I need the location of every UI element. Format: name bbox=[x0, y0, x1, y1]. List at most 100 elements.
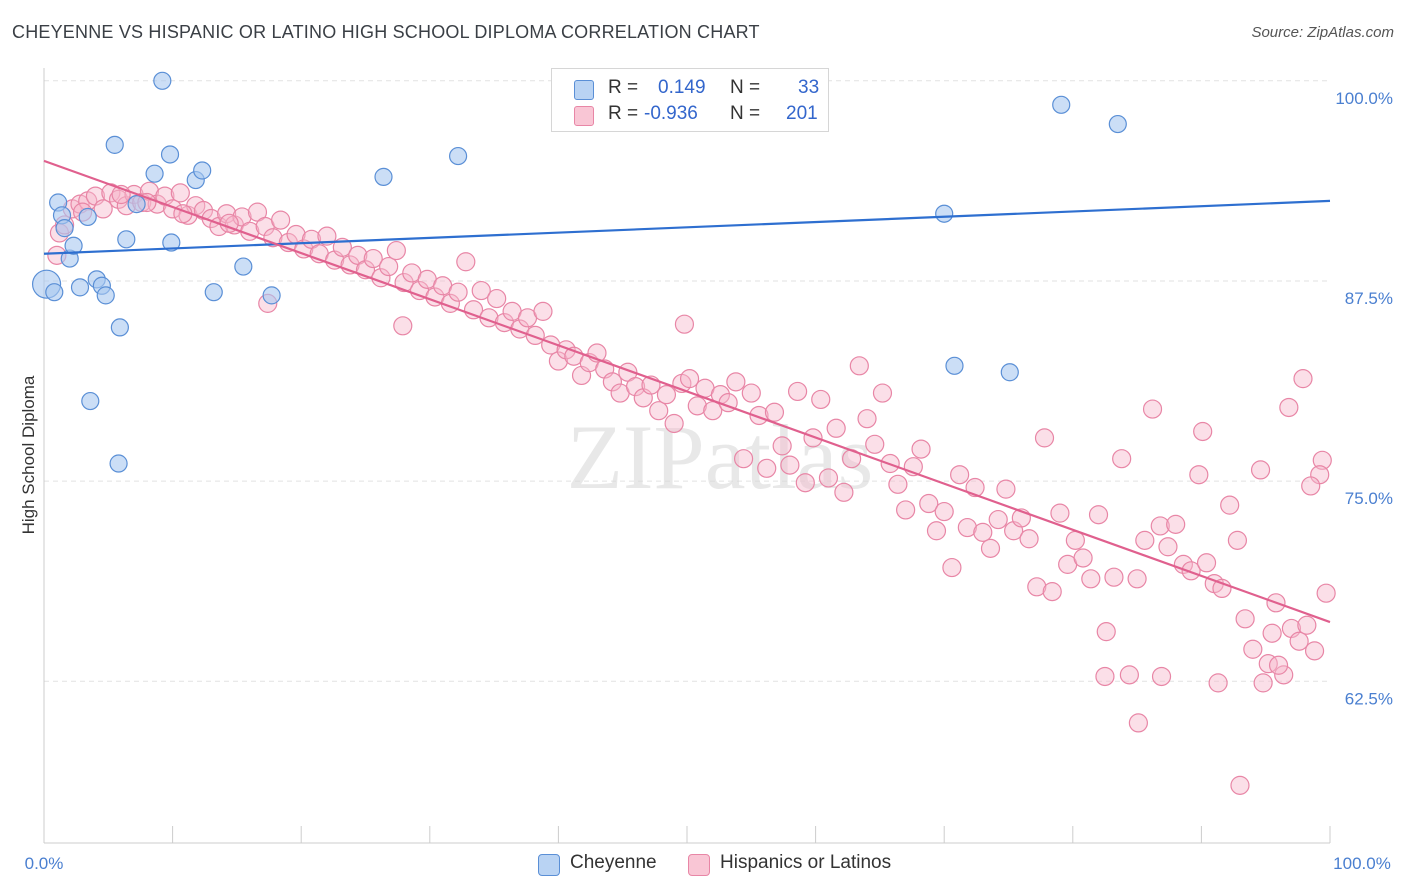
hispanic-point bbox=[1312, 450, 1332, 470]
n-value-cheyenne: 33 bbox=[798, 77, 820, 98]
cheyenne-point bbox=[935, 204, 954, 223]
hispanic-point bbox=[363, 248, 383, 269]
y-tick-label: 87.5% bbox=[1345, 289, 1393, 308]
y-tick-label: 75.0% bbox=[1345, 489, 1393, 508]
hispanic-point bbox=[1208, 673, 1228, 693]
cheyenne-point bbox=[55, 219, 74, 238]
cheyenne-legend-label: Cheyenne bbox=[570, 852, 657, 873]
hispanic-point bbox=[386, 240, 406, 261]
r-label: R = bbox=[608, 77, 639, 98]
hispanic-point bbox=[1189, 465, 1209, 485]
hispanic-point bbox=[193, 200, 214, 221]
hispanic-point bbox=[1150, 516, 1170, 536]
hispanic-point bbox=[757, 458, 777, 478]
hispanic-point bbox=[911, 439, 931, 459]
hispanic-point bbox=[471, 280, 491, 301]
hispanic-point bbox=[393, 316, 413, 336]
hispanic-point bbox=[548, 351, 569, 371]
hispanic-points bbox=[47, 181, 1336, 795]
hispanic-point bbox=[934, 501, 954, 522]
cheyenne-point bbox=[234, 257, 253, 276]
hispanic-point bbox=[1193, 421, 1213, 442]
hispanic-point bbox=[1279, 397, 1299, 418]
hispanic-point bbox=[733, 449, 754, 469]
trend-lines bbox=[43, 159, 1331, 624]
cheyenne-swatch bbox=[574, 80, 594, 100]
hispanic-point bbox=[379, 256, 399, 277]
hispanic-point bbox=[525, 325, 545, 346]
watermark: ZIPatlas bbox=[567, 406, 874, 508]
cheyenne-point bbox=[96, 286, 115, 305]
hispanic-point bbox=[795, 473, 815, 493]
hispanic-point bbox=[1073, 548, 1093, 568]
cheyenne-point bbox=[78, 207, 97, 227]
hispanic-point bbox=[926, 521, 947, 541]
hispanic-legend-swatch bbox=[688, 854, 710, 876]
hispanic-point bbox=[872, 383, 893, 403]
hispanic-point bbox=[1243, 639, 1263, 659]
hispanic-point bbox=[988, 509, 1008, 530]
hispanic-point bbox=[674, 314, 695, 334]
hispanic-point bbox=[1230, 775, 1250, 795]
hispanic-point bbox=[1142, 399, 1163, 419]
x-tick-label-min: 0.0% bbox=[25, 854, 64, 873]
hispanic-point bbox=[1293, 369, 1313, 389]
hispanic-point bbox=[649, 401, 669, 421]
hispanic-point bbox=[811, 389, 831, 410]
y-tick-label: 62.5% bbox=[1345, 689, 1393, 708]
hispanic-point bbox=[1289, 631, 1309, 651]
cheyenne-point bbox=[109, 454, 128, 473]
hispanic-point bbox=[1196, 553, 1217, 573]
hispanic-point bbox=[271, 210, 291, 230]
hispanic-point bbox=[826, 418, 846, 438]
hispanic-point bbox=[818, 468, 839, 488]
cheyenne-point bbox=[160, 145, 180, 164]
cheyenne-point bbox=[105, 135, 124, 154]
cheyenne-point bbox=[127, 195, 146, 214]
hispanic-point bbox=[456, 252, 476, 272]
hispanic-point bbox=[1119, 665, 1139, 685]
hispanic-point bbox=[170, 183, 190, 203]
hispanic-point bbox=[317, 226, 337, 246]
x-tick-label-max: 100.0% bbox=[1333, 854, 1391, 873]
hispanic-legend-label: Hispanics or Latinos bbox=[720, 852, 892, 873]
hispanic-point bbox=[726, 372, 746, 392]
hispanic-point bbox=[1095, 666, 1115, 687]
hispanic-point bbox=[896, 500, 916, 520]
hispanic-point bbox=[1112, 449, 1132, 469]
cheyenne-trend-line bbox=[43, 199, 1331, 255]
cheyenne-legend-swatch bbox=[538, 854, 560, 876]
hispanic-point bbox=[1042, 582, 1062, 602]
hispanic-point bbox=[487, 288, 507, 309]
hispanic-point bbox=[888, 474, 908, 494]
hispanic-point bbox=[1019, 529, 1039, 549]
hispanic-point bbox=[980, 538, 1001, 558]
hispanic-point bbox=[1316, 583, 1336, 603]
hispanic-point bbox=[533, 301, 553, 321]
y-tick-label: 100.0% bbox=[1335, 89, 1393, 108]
hispanic-point bbox=[448, 282, 468, 302]
cheyenne-point bbox=[64, 236, 83, 255]
n-value-hispanic: 201 bbox=[786, 103, 818, 124]
cheyenne-point bbox=[193, 161, 212, 180]
hispanic-point bbox=[1135, 530, 1155, 550]
hispanic-point bbox=[772, 436, 792, 456]
cheyenne-point bbox=[110, 318, 129, 337]
cheyenne-point bbox=[117, 230, 136, 249]
y-tick-labels: 62.5% 75.0% 87.5% 100.0% bbox=[1335, 89, 1393, 708]
hispanic-point bbox=[1262, 623, 1282, 643]
chart-title: CHEYENNE VS HISPANIC OR LATINO HIGH SCHO… bbox=[12, 22, 760, 42]
hispanic-point bbox=[625, 377, 646, 397]
hispanic-point bbox=[857, 409, 877, 429]
hispanic-point bbox=[1268, 655, 1289, 675]
hispanic-point bbox=[1050, 503, 1070, 523]
n-label: N = bbox=[730, 77, 761, 98]
hispanic-point bbox=[93, 199, 113, 219]
cheyenne-point bbox=[153, 71, 172, 90]
r-label: R = bbox=[608, 103, 639, 124]
hispanic-point bbox=[973, 522, 993, 542]
cheyenne-point bbox=[45, 283, 64, 302]
stats-legend: R = 0.149 N = 33 R = -0.936 N = 201 bbox=[551, 68, 829, 132]
hispanic-point bbox=[1227, 530, 1248, 550]
hispanic-point bbox=[1096, 622, 1116, 642]
